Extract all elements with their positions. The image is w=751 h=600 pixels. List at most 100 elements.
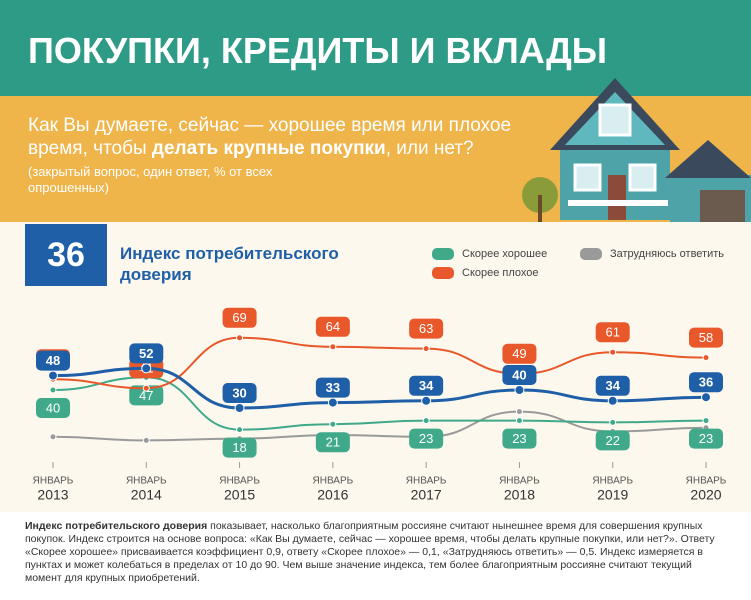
value-label-box (502, 428, 537, 449)
point (422, 345, 430, 353)
value-label: 23 (512, 431, 526, 446)
value-label-box (409, 375, 444, 396)
point (236, 426, 244, 434)
value-label-box (222, 383, 257, 403)
value-label: 30 (232, 385, 246, 400)
value-label-box (36, 350, 70, 371)
x-tick-label: 2013 (37, 487, 68, 503)
question-text: , или нет? (385, 138, 474, 159)
point (515, 417, 523, 425)
legend-marker (580, 248, 602, 260)
legend-label: Скорее плохое (462, 267, 539, 279)
value-label-box (315, 377, 350, 398)
legend-label: Затрудняюсь ответить (610, 248, 724, 260)
point (142, 436, 150, 444)
point (609, 418, 617, 426)
point (607, 395, 618, 406)
x-tick-label: 2016 (317, 487, 348, 503)
value-label-box (689, 428, 723, 449)
value-label: 18 (232, 440, 246, 455)
value-label-box (222, 437, 257, 458)
value-label-box (689, 327, 723, 348)
value-label-box (595, 430, 630, 451)
header-band (0, 0, 751, 96)
point (329, 420, 337, 428)
x-tick-label: 2017 (411, 487, 442, 503)
value-label: 64 (326, 319, 340, 334)
point (49, 386, 57, 394)
question: Как Вы думаете, сейчас — хорошее время и… (28, 114, 548, 160)
x-tick-label: ЯНВАРЬ (313, 476, 354, 487)
series-line (52, 336, 707, 390)
value-label: 49 (512, 346, 526, 361)
point (49, 433, 57, 441)
value-label: 47 (139, 388, 153, 403)
x-tick-label: ЯНВАРЬ (592, 476, 633, 487)
legend-marker (432, 267, 454, 279)
value-label: 21 (326, 435, 340, 450)
legend-index: Индекс потребительского доверия (120, 244, 339, 284)
title: ПОКУПКИ, КРЕДИТЫ И ВКЛАДЫ (28, 30, 607, 71)
value-label: 61 (605, 325, 619, 340)
point (702, 417, 710, 425)
point (422, 417, 430, 425)
value-label: 40 (512, 367, 526, 382)
value-label-box (409, 318, 444, 339)
footer-bold: Индекс потребительского доверия (25, 520, 208, 532)
point (329, 343, 337, 351)
value-label-box (315, 432, 350, 453)
x-tick-label: ЯНВАРЬ (499, 476, 540, 487)
x-tick-label: ЯНВАРЬ (219, 476, 260, 487)
note: (закрытый вопрос, один ответ, % от всех … (28, 164, 273, 195)
point (515, 408, 523, 416)
point (48, 370, 58, 381)
value-label-box (129, 385, 164, 406)
question-bold: делать крупные покупки (151, 138, 386, 159)
value-label-box (595, 322, 630, 343)
value-label: 52 (139, 346, 153, 361)
x-tick-label: ЯНВАРЬ (33, 476, 74, 487)
value-label: 36 (699, 375, 713, 390)
point (702, 354, 710, 362)
x-tick-label: ЯНВАРЬ (126, 476, 167, 487)
point (701, 392, 711, 403)
value-label-box (36, 398, 70, 418)
series-line (52, 410, 707, 442)
value-label: 63 (419, 321, 433, 336)
series-line (52, 366, 707, 410)
house (522, 78, 751, 222)
index-box: 36 (25, 224, 107, 286)
x-tick-label: 2014 (131, 487, 162, 503)
point (234, 403, 245, 413)
value-label: 33 (326, 380, 340, 395)
value-label-box (129, 343, 164, 364)
value-label: 69 (232, 310, 246, 325)
value-label: 23 (699, 431, 713, 446)
x-tick-label: 2020 (690, 487, 721, 503)
value-label: 34 (605, 378, 620, 393)
x-tick-label: 2018 (504, 487, 535, 503)
point (514, 385, 525, 395)
value-label: 58 (699, 330, 713, 345)
value-label-box (689, 372, 723, 393)
point (141, 363, 152, 374)
value-label: 22 (605, 433, 619, 448)
legend-label: Скорее хорошее (462, 248, 547, 260)
point (236, 334, 244, 342)
value-label: 23 (419, 431, 433, 446)
footer: Индекс потребительского доверия показыва… (25, 520, 730, 585)
point (142, 384, 150, 392)
value-label-box (222, 307, 257, 328)
point (421, 395, 432, 406)
value-label-box (409, 428, 444, 449)
x-tick-label: ЯНВАРЬ (686, 476, 727, 487)
value-label-box (595, 375, 630, 396)
x-tick-label: 2019 (597, 487, 628, 503)
chart-band (0, 222, 751, 512)
value-label: 34 (419, 378, 434, 393)
point (327, 397, 338, 408)
x-tick-label: 2015 (224, 487, 255, 503)
question-text: Как Вы думаете, сейчас — хорошее время и… (28, 115, 512, 159)
value-label-box (502, 343, 537, 364)
